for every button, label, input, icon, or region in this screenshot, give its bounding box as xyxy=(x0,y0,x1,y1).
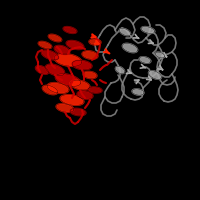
Polygon shape xyxy=(72,60,92,70)
Polygon shape xyxy=(83,71,97,79)
Polygon shape xyxy=(77,91,93,99)
Polygon shape xyxy=(48,34,62,42)
Polygon shape xyxy=(148,71,162,79)
Polygon shape xyxy=(155,52,165,58)
Polygon shape xyxy=(63,27,77,33)
Polygon shape xyxy=(70,80,90,90)
Polygon shape xyxy=(45,64,65,76)
Polygon shape xyxy=(54,45,70,55)
Polygon shape xyxy=(141,27,155,33)
Polygon shape xyxy=(47,83,69,93)
Polygon shape xyxy=(56,104,74,112)
Polygon shape xyxy=(54,54,82,66)
Polygon shape xyxy=(38,41,52,49)
Polygon shape xyxy=(119,28,131,36)
Polygon shape xyxy=(55,74,81,86)
Polygon shape xyxy=(132,89,144,95)
Polygon shape xyxy=(42,85,58,95)
Polygon shape xyxy=(115,66,125,74)
Polygon shape xyxy=(122,43,138,53)
Polygon shape xyxy=(66,40,84,50)
Polygon shape xyxy=(70,108,86,116)
Polygon shape xyxy=(89,39,101,45)
Polygon shape xyxy=(139,57,151,63)
Polygon shape xyxy=(35,66,49,74)
Polygon shape xyxy=(88,87,102,93)
Polygon shape xyxy=(60,95,84,105)
Polygon shape xyxy=(41,50,59,60)
Polygon shape xyxy=(82,51,98,59)
